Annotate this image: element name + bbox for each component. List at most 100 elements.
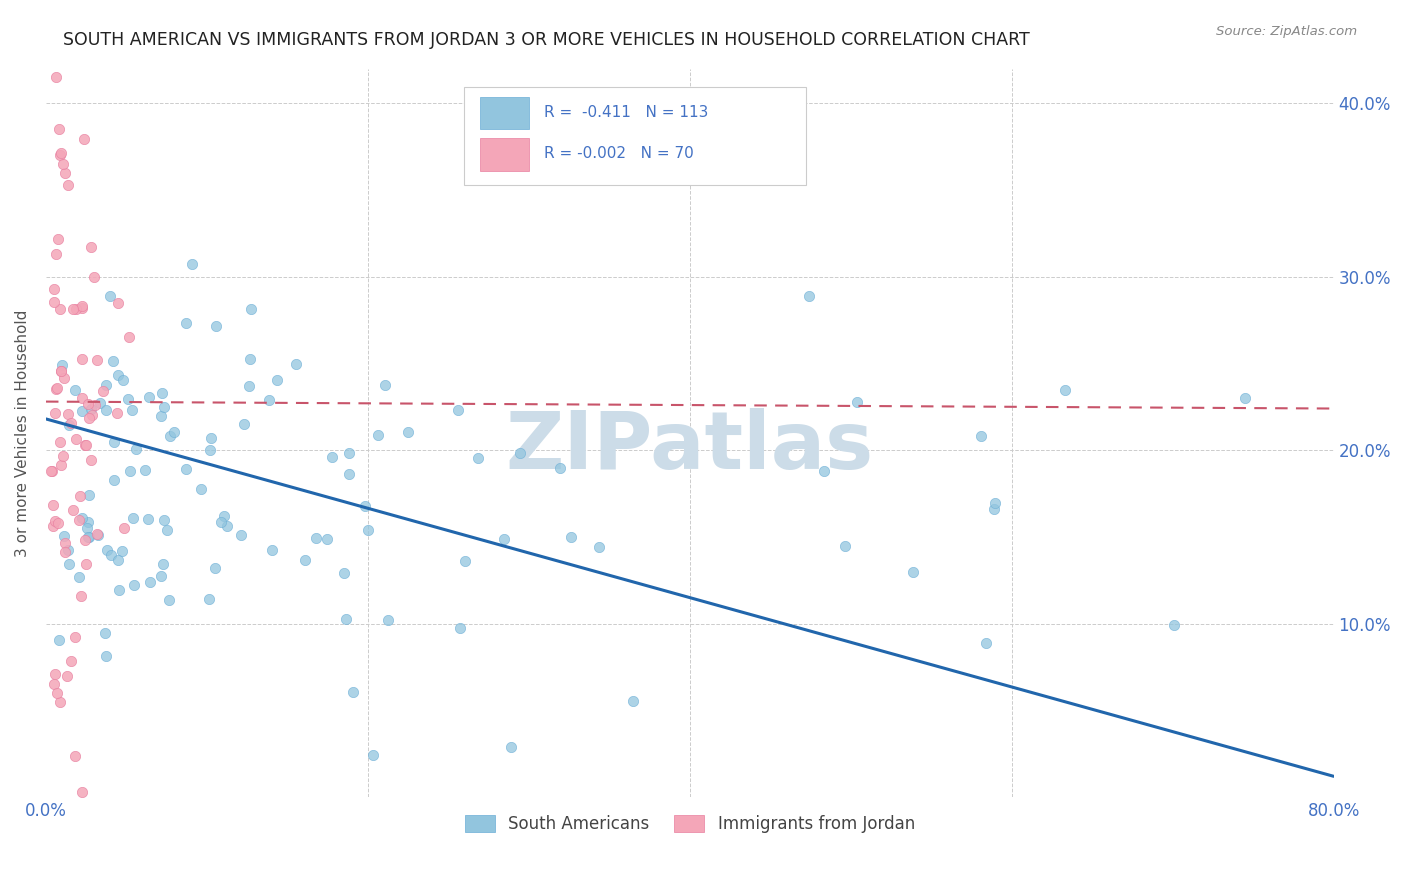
Point — [48, 122, 70, 136]
Point — [337, 446, 360, 460]
Point — [501, 739, 523, 754]
Point — [1234, 392, 1257, 406]
Point — [621, 694, 644, 708]
Point — [45, 247, 67, 261]
Point — [983, 502, 1005, 516]
Point — [198, 443, 221, 458]
Point — [157, 593, 180, 607]
Point — [354, 499, 377, 513]
Point — [72, 352, 94, 367]
Point — [361, 747, 384, 762]
Point — [77, 530, 100, 544]
Point — [240, 301, 263, 316]
Point — [52, 371, 75, 385]
Point — [45, 382, 67, 396]
Point — [53, 535, 76, 549]
Point — [65, 301, 87, 316]
Point — [44, 515, 66, 529]
Point — [447, 403, 470, 417]
Point — [118, 330, 141, 344]
Point — [813, 465, 835, 479]
Point — [1054, 384, 1077, 398]
Point — [42, 677, 65, 691]
Point — [94, 378, 117, 392]
Point — [65, 432, 87, 446]
Point — [377, 614, 399, 628]
Point — [80, 240, 103, 254]
Point — [152, 513, 174, 527]
Point — [174, 462, 197, 476]
Point — [152, 557, 174, 571]
Point — [180, 257, 202, 271]
Point — [238, 379, 260, 393]
Point — [159, 429, 181, 443]
Point — [111, 543, 134, 558]
Point — [260, 542, 283, 557]
Point — [46, 232, 69, 246]
Point — [197, 591, 219, 606]
Point — [52, 157, 75, 171]
Y-axis label: 3 or more Vehicles in Household: 3 or more Vehicles in Household — [15, 310, 30, 557]
Point — [80, 453, 103, 467]
Point — [75, 438, 97, 452]
Point — [117, 392, 139, 406]
Point — [834, 539, 856, 553]
Point — [125, 442, 148, 457]
Point — [93, 384, 115, 399]
Point — [65, 749, 87, 764]
Point — [94, 403, 117, 417]
Point — [56, 178, 79, 192]
Point — [112, 521, 135, 535]
Point — [970, 429, 993, 443]
Point — [337, 467, 360, 482]
Point — [974, 636, 997, 650]
Point — [72, 510, 94, 524]
Point — [39, 464, 62, 478]
Point — [492, 532, 515, 546]
Point — [449, 621, 471, 635]
Point — [156, 523, 179, 537]
Point — [70, 785, 93, 799]
Point — [70, 298, 93, 312]
Point — [70, 590, 93, 604]
Point — [49, 301, 72, 316]
Point — [190, 482, 212, 496]
Point — [335, 611, 357, 625]
Point — [51, 458, 73, 472]
Point — [41, 464, 63, 478]
Point — [46, 516, 69, 531]
Point — [69, 490, 91, 504]
Point — [101, 354, 124, 368]
Point — [454, 554, 477, 568]
Point — [321, 450, 343, 464]
Point — [122, 510, 145, 524]
Point — [49, 363, 72, 377]
Point — [56, 668, 79, 682]
Point — [214, 508, 236, 523]
Point — [215, 518, 238, 533]
Point — [58, 418, 80, 433]
Point — [983, 496, 1005, 510]
Point — [82, 409, 104, 423]
Text: SOUTH AMERICAN VS IMMIGRANTS FROM JORDAN 3 OR MORE VEHICLES IN HOUSEHOLD CORRELA: SOUTH AMERICAN VS IMMIGRANTS FROM JORDAN… — [63, 31, 1031, 49]
Point — [56, 543, 79, 558]
Text: R =  -0.411   N = 113: R = -0.411 N = 113 — [544, 104, 709, 120]
Point — [136, 512, 159, 526]
Bar — [479, 138, 529, 170]
Point — [118, 464, 141, 478]
Point — [63, 631, 86, 645]
Point — [59, 417, 82, 431]
Point — [342, 684, 364, 698]
Point — [105, 406, 128, 420]
Point — [294, 553, 316, 567]
Point — [49, 148, 72, 162]
Point — [134, 462, 156, 476]
Point — [138, 390, 160, 404]
Point — [588, 541, 610, 555]
Point — [797, 289, 820, 303]
Point — [285, 357, 308, 371]
Point — [53, 166, 76, 180]
Point — [62, 502, 84, 516]
Point — [153, 400, 176, 414]
Point — [42, 498, 65, 512]
